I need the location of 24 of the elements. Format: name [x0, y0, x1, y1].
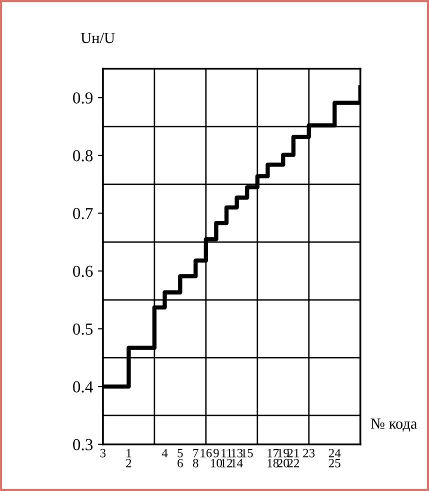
y-tick-label: 0.8: [73, 150, 93, 162]
x-axis-title: № кода: [370, 418, 418, 432]
y-tick-label: 0.6: [73, 266, 93, 278]
x-tick-label: 4: [162, 448, 168, 458]
x-tick-label: 21 22: [288, 448, 299, 468]
x-tick-label: 5 6: [178, 449, 183, 468]
x-tick-label: 24 25: [328, 448, 341, 468]
y-tick-label: 0.5: [73, 323, 93, 335]
x-tick-label: 15: [242, 448, 253, 458]
x-tick-label: 1 2: [126, 448, 132, 468]
x-tick-label: 11 12: [221, 448, 232, 468]
x-tick-label: 19 20: [277, 448, 289, 468]
y-tick-label: 0.3: [73, 439, 93, 450]
x-tick-label: 17 18: [268, 448, 279, 468]
x-tick-label: 9 10: [211, 448, 222, 468]
x-tick-label: 7 8: [192, 449, 198, 468]
x-tick-label: 13 14: [232, 448, 243, 468]
y-tick-label: 0.9: [73, 92, 93, 104]
x-tick-label: 23: [303, 448, 315, 458]
x-tick-label: 16: [200, 448, 212, 458]
x-tick-label: 3: [100, 448, 106, 458]
y-axis-title: Uн/U: [80, 32, 115, 44]
y-tick-label: 0.7: [73, 208, 93, 220]
y-tick-label: 0.4: [73, 381, 93, 393]
